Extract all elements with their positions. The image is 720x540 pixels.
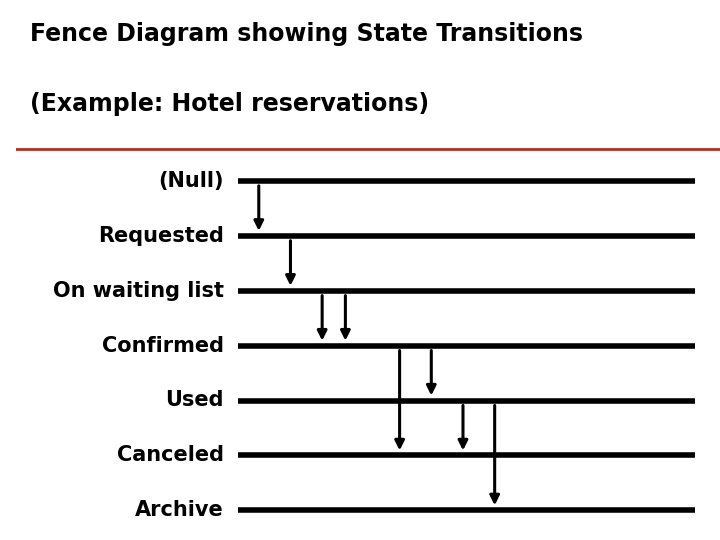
Text: On waiting list: On waiting list [53,281,224,301]
Text: (Example: Hotel reservations): (Example: Hotel reservations) [30,92,429,116]
Text: Archive: Archive [135,500,224,521]
Text: Confirmed: Confirmed [102,335,224,356]
Text: Requested: Requested [98,226,224,246]
Text: Used: Used [165,390,224,410]
Text: Canceled: Canceled [117,446,224,465]
Text: (Null): (Null) [158,171,224,191]
Text: Fence Diagram showing State Transitions: Fence Diagram showing State Transitions [30,22,583,45]
